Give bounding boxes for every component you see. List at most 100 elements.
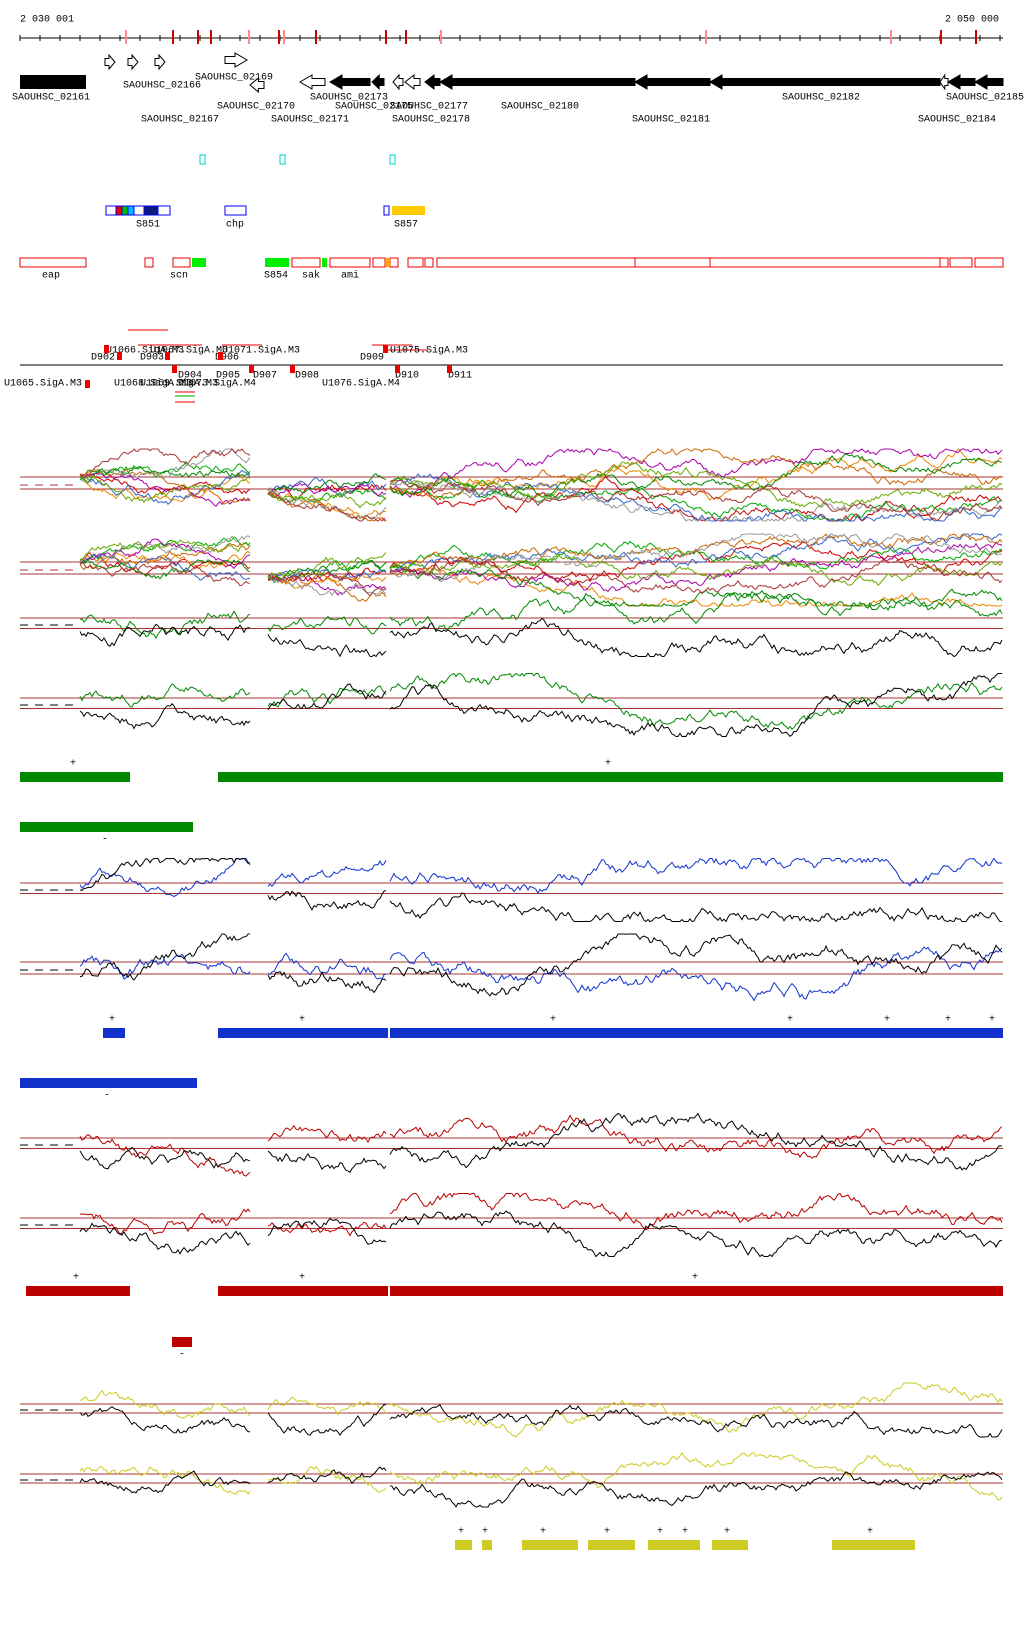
trace — [79, 953, 251, 980]
strand-bar — [390, 1028, 1003, 1038]
trace — [79, 623, 251, 647]
gene-arrow — [104, 53, 116, 71]
ruler-feature — [940, 30, 942, 44]
gene-box — [20, 75, 86, 89]
trace — [389, 533, 1003, 573]
trace — [389, 564, 1003, 607]
strand-bar — [218, 1286, 388, 1296]
gene-arrow — [424, 73, 441, 91]
strand-minus: - — [179, 1350, 185, 1361]
gene-label: SAOUHSC_02182 — [782, 93, 860, 104]
trace — [389, 617, 1003, 658]
trace — [389, 448, 1003, 498]
region-box — [172, 257, 191, 268]
strand-plus: + — [657, 1527, 663, 1538]
trace — [267, 1124, 387, 1144]
trace — [389, 672, 1003, 730]
marker — [389, 154, 396, 165]
trace — [267, 859, 387, 887]
region-label: scn — [170, 271, 188, 282]
ruler-start: 2 030 001 — [20, 15, 74, 26]
promoter-label: U1073.SigA.M4 — [178, 378, 256, 390]
trace — [267, 615, 387, 635]
ruler-feature — [315, 30, 317, 44]
promoter-label: D902 — [91, 353, 115, 364]
trace — [267, 1221, 387, 1237]
trace — [389, 857, 1003, 895]
region-label: sak — [302, 270, 320, 282]
trace — [79, 558, 251, 580]
feature-label: S857 — [394, 220, 418, 231]
trace — [389, 542, 1003, 593]
strand-plus: + — [458, 1527, 464, 1538]
gene-arrow — [947, 74, 976, 90]
trace — [267, 482, 387, 497]
trace — [267, 1466, 387, 1485]
promoter-label: U1065.SigA.M3 — [4, 378, 82, 390]
ruler-feature — [705, 30, 707, 44]
trace — [79, 1390, 251, 1419]
region-box — [144, 257, 154, 268]
trace — [389, 946, 1003, 1002]
region-label: eap — [42, 271, 60, 282]
gene-label: SAOUHSC_02173 — [310, 93, 388, 104]
region-label: ami — [341, 270, 359, 282]
marker — [279, 154, 286, 165]
trace — [389, 1404, 1003, 1438]
promoter-mark — [165, 352, 170, 360]
trace — [79, 857, 251, 898]
ruler-feature — [405, 30, 407, 44]
strand-plus: + — [682, 1527, 688, 1538]
trace — [79, 538, 251, 570]
region-box — [329, 257, 371, 268]
trace — [267, 560, 387, 582]
promoter-mark — [104, 345, 109, 353]
gene-label: SAOUHSC_02175 — [335, 102, 413, 113]
strand-plus: + — [540, 1527, 546, 1538]
trace — [267, 890, 387, 911]
trace — [389, 1210, 1002, 1258]
promoter-label: U1066.SigA.M3 — [106, 345, 184, 357]
gene-label: SAOUHSC_02170 — [217, 102, 295, 113]
promoter-mark — [172, 365, 177, 373]
ruler-feature — [172, 30, 174, 44]
trace — [389, 933, 1003, 997]
trace — [267, 490, 387, 522]
trace — [389, 1471, 1003, 1508]
trace — [389, 461, 1003, 508]
feature-box — [127, 205, 135, 216]
gene-arrow — [939, 73, 949, 91]
trace — [389, 479, 1003, 521]
trace — [79, 1465, 251, 1495]
feature-box — [157, 205, 171, 216]
trace — [267, 490, 387, 519]
strand-bar — [390, 1286, 1003, 1296]
gene-arrow — [392, 73, 404, 91]
trace — [389, 476, 1003, 522]
gene-arrow — [224, 52, 248, 68]
region-green — [265, 258, 289, 267]
trace — [79, 472, 251, 495]
region-box — [949, 257, 973, 268]
trace — [79, 857, 251, 891]
gene-label: SAOUHSC_02181 — [632, 115, 710, 126]
strand-plus: + — [550, 1015, 556, 1026]
feature-box — [224, 205, 247, 216]
gene-arrow — [299, 74, 326, 90]
trace — [267, 571, 387, 597]
trace — [389, 1382, 1003, 1438]
gene-label: SAOUHSC_02177 — [390, 102, 468, 113]
ruler-feature — [385, 30, 387, 44]
strand-minus: - — [102, 835, 108, 846]
strand-plus: + — [989, 1015, 995, 1026]
strand-bar — [20, 822, 193, 832]
trace — [389, 592, 1003, 631]
strand-bar — [218, 772, 1003, 782]
region-box — [424, 257, 434, 268]
trace — [79, 933, 250, 981]
trace — [267, 1150, 387, 1174]
trace — [267, 493, 387, 509]
feature-label: S851 — [136, 220, 160, 231]
promoter-label: D911 — [448, 371, 472, 382]
